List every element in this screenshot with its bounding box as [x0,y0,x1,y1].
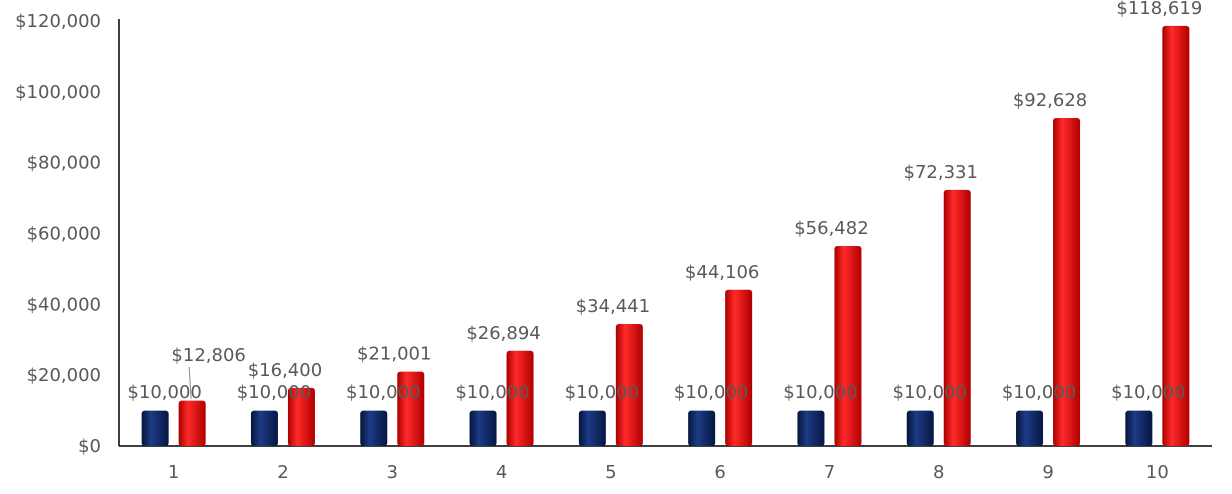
data-label-series-2: $21,001 [357,344,431,365]
data-label-series-1: $10,000 [783,382,857,403]
bar-series-2 [178,400,206,446]
data-label-series-1: $10,000 [674,382,748,403]
bar-series-1 [578,410,606,446]
bar-series-1 [906,410,934,446]
data-label-series-1: $10,000 [346,382,420,403]
data-label-series-1: $10,000 [1111,382,1185,403]
data-label-series-2: $44,106 [685,262,759,283]
bar-series-2 [943,189,971,447]
bar-series-1 [797,410,825,446]
x-tick-label: 4 [496,462,507,483]
x-tick-label: 8 [933,462,944,483]
data-label-series-1: $10,000 [455,382,529,403]
y-tick-label: $80,000 [27,153,101,174]
x-tick-label: 6 [714,462,725,483]
data-label-series-2: $26,894 [466,323,540,344]
data-label-series-1: $10,000 [1002,382,1076,403]
data-label-series-1: $10,000 [565,382,639,403]
bar-series-1 [1125,410,1153,446]
x-tick-label: 10 [1146,462,1169,483]
data-label-series-2: $92,628 [1013,90,1087,111]
y-tick-label: $0 [78,436,101,457]
bar-series-2 [834,245,862,446]
y-tick-label: $100,000 [15,82,101,103]
bar-series-1 [360,410,388,446]
x-tick-label: 2 [277,462,288,483]
bar-series-1 [688,410,716,446]
data-label-series-2: $34,441 [576,296,650,317]
x-tick-label: 1 [168,462,179,483]
bar-series-2 [615,324,643,446]
data-label-series-1: $10,000 [237,382,311,403]
y-tick-label: $40,000 [27,294,101,315]
x-tick-label: 3 [387,462,398,483]
bar-series-2 [287,387,315,446]
bar-series-1 [250,410,278,446]
y-tick-label: $120,000 [15,11,101,32]
y-tick-label: $20,000 [27,365,101,386]
bar-series-2 [725,289,753,446]
bar-series-1 [469,410,497,446]
bar-series-2 [1053,117,1081,446]
x-tick-label: 9 [1042,462,1053,483]
leader-line [188,366,192,399]
data-label-series-2: $56,482 [794,218,868,239]
data-label-series-1: $10,000 [893,382,967,403]
x-tick-label: 7 [824,462,835,483]
x-tick-label: 5 [605,462,616,483]
data-label-series-2: $12,806 [171,345,245,366]
data-label-series-1: $10,000 [127,382,201,403]
bar-series-1 [1016,410,1044,446]
data-label-series-2: $118,619 [1116,0,1202,19]
bar-series-2 [397,371,425,446]
y-tick-label: $60,000 [27,224,101,245]
bar-series-2 [506,350,534,446]
data-label-series-2: $72,331 [904,162,978,183]
bar-series-2 [1162,25,1190,446]
bar-series-1 [141,410,169,446]
data-label-series-2: $16,400 [248,360,322,381]
